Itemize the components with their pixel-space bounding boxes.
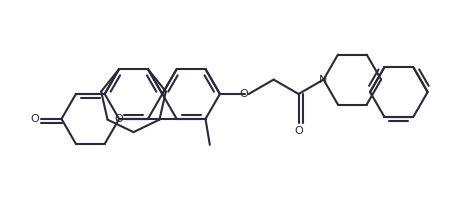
Text: O: O: [30, 114, 39, 124]
Text: O: O: [294, 126, 303, 136]
Text: O: O: [115, 114, 123, 124]
Text: N: N: [319, 75, 328, 85]
Text: O: O: [239, 89, 248, 99]
